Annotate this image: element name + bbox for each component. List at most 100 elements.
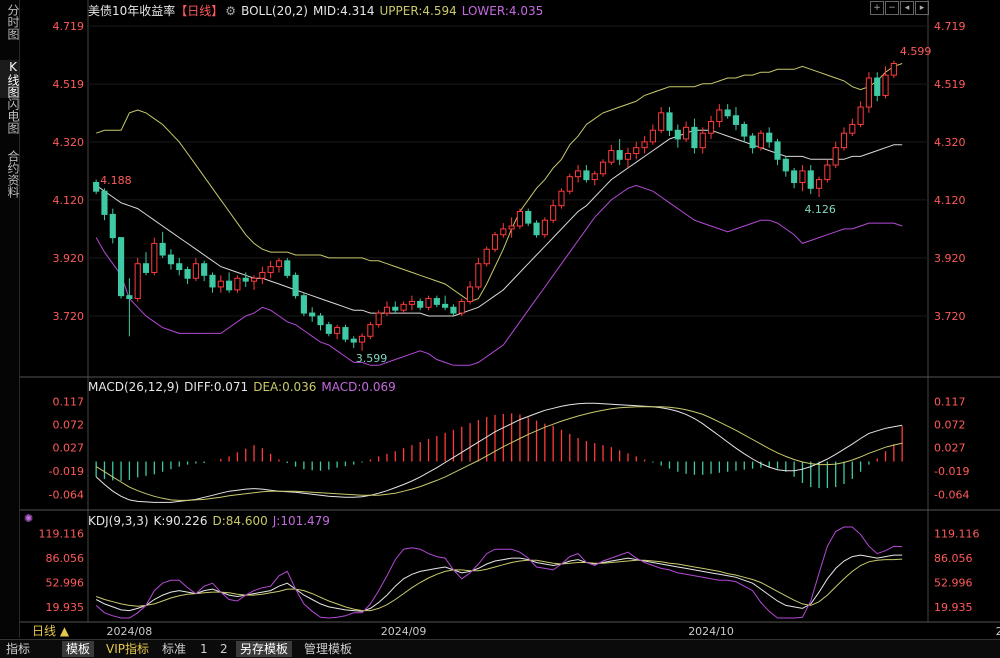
macd-tick-right: 0.072 [934, 419, 966, 432]
period-label[interactable]: 【日线】 [175, 4, 224, 18]
date-label: 2024/08 [107, 625, 153, 638]
kdj-k: K:90.226 [153, 514, 208, 528]
period-selector-label: 日线 [32, 624, 57, 638]
candle-body [541, 219, 548, 236]
candle-body [209, 274, 216, 288]
candle-body [591, 173, 598, 181]
settings-icon[interactable]: ⚙ [225, 4, 237, 18]
zoom-out-icon[interactable]: − [885, 1, 899, 15]
candle-body [491, 234, 499, 250]
kdj-tick-right: 52.996 [934, 576, 973, 589]
price-tick-right: 4.519 [934, 78, 966, 91]
candle-body [317, 315, 324, 326]
kdj-settings-icon[interactable]: ✺ [24, 512, 34, 525]
candle-body [375, 312, 382, 326]
zoom-in-icon[interactable]: + [870, 1, 884, 15]
scroll-left-icon[interactable]: ◂ [900, 1, 914, 15]
bottom-tab-1[interactable]: 模板 [62, 641, 95, 657]
candle-body [284, 260, 291, 276]
candle-body [408, 300, 415, 305]
candle-body [566, 176, 573, 192]
price-tick-left: 4.120 [53, 194, 85, 207]
sidebar: 分时图 K线图 闪电图合约资料 [0, 0, 20, 638]
candle-body [774, 141, 781, 160]
candle-body [666, 112, 673, 131]
annotation-high: 4.599 [900, 45, 932, 58]
candle-body [184, 269, 191, 279]
boll-mid-line [95, 129, 903, 317]
candle-body [126, 295, 133, 300]
bottom-tab-4[interactable]: 1 [200, 642, 208, 656]
candle-body [583, 170, 590, 181]
bottom-tab-2[interactable]: VIP指标 [106, 642, 149, 656]
candle-body [134, 263, 141, 300]
price-tick-right: 4.320 [934, 136, 966, 149]
kdj-d-line [96, 558, 903, 612]
candle-body [167, 254, 175, 265]
candle-body [533, 222, 540, 236]
kdj-tick-right: 119.116 [934, 528, 980, 541]
candle-body [624, 152, 632, 160]
candle-body [334, 327, 341, 334]
date-label: 2024/10 [688, 625, 734, 638]
price-tick-left: 4.519 [53, 78, 85, 91]
candle-body [782, 158, 789, 172]
candle-body [641, 141, 648, 149]
kdj-tick-right: 86.056 [934, 552, 973, 565]
candle-body [658, 112, 665, 131]
kdj-d: D:84.600 [212, 514, 268, 528]
price-tick-right: 3.720 [934, 310, 966, 323]
candle-body [433, 298, 440, 305]
candle-body [732, 115, 740, 125]
candle-body [142, 263, 150, 273]
candle-body [93, 181, 100, 192]
sidebar-tab-3[interactable]: 合约资料 [6, 150, 20, 198]
toolbar-buttons: + − ◂ ▸ [870, 0, 930, 15]
candle-body [849, 123, 856, 134]
candle-body [807, 170, 814, 189]
period-selector[interactable]: 日线 ▲ [32, 622, 69, 639]
scroll-right-icon[interactable]: ▸ [915, 1, 929, 15]
candle-body [234, 277, 241, 291]
kdj-k-line [95, 554, 903, 612]
candle-body [450, 306, 457, 314]
bottom-toolbar: 指标 模板 VIP指标 标准 1 2 另存模板 管理模板 [0, 639, 1000, 658]
macd-tick-left: -0.019 [49, 465, 84, 478]
kdj-label[interactable]: KDJ(9,3,3) [88, 514, 149, 528]
boll-upper-line [96, 63, 903, 303]
sidebar-tab-0[interactable]: 分时图 [6, 4, 20, 40]
caret-up-icon: ▲ [59, 624, 70, 638]
bottom-tab-0[interactable]: 指标 [6, 642, 31, 656]
candle-body [400, 303, 407, 311]
bottom-tab-6[interactable]: 另存模板 [236, 641, 293, 657]
candle-body [226, 280, 233, 291]
candle-body [118, 237, 125, 297]
candle-body [683, 126, 690, 140]
boll-upper: UPPER:4.594 [379, 4, 457, 18]
kdj-j-line [95, 526, 903, 619]
macd-tick-left: 0.117 [53, 396, 85, 409]
kdj-tick-left: 86.056 [46, 552, 85, 565]
candle-body [101, 190, 108, 215]
candle-body [275, 260, 283, 268]
candle-body [292, 274, 299, 297]
candle-body [516, 211, 524, 227]
kdj-tick-left: 119.116 [39, 528, 85, 541]
macd-tick-left: -0.064 [49, 488, 84, 501]
candle-body [558, 190, 565, 207]
boll-label[interactable]: BOLL(20,2) [241, 4, 308, 18]
candle-body [865, 77, 872, 108]
bottom-tab-5[interactable]: 2 [220, 642, 228, 656]
chart-title: 美债10年收益率 [88, 4, 176, 18]
bottom-tab-3[interactable]: 标准 [162, 642, 187, 656]
sidebar-tab-1[interactable]: K线图 [0, 60, 20, 98]
kdj-tick-right: 19.935 [934, 601, 973, 614]
macd-diff: DIFF:0.071 [184, 380, 249, 394]
candle-body [699, 132, 706, 149]
macd-label[interactable]: MACD(26,12,9) [88, 380, 180, 394]
candle-body [442, 303, 449, 308]
annotation-low: 3.599 [356, 352, 388, 365]
sidebar-tab-2[interactable]: 闪电图 [6, 98, 20, 134]
candle-body [342, 327, 349, 340]
bottom-tab-7[interactable]: 管理模板 [304, 642, 353, 656]
